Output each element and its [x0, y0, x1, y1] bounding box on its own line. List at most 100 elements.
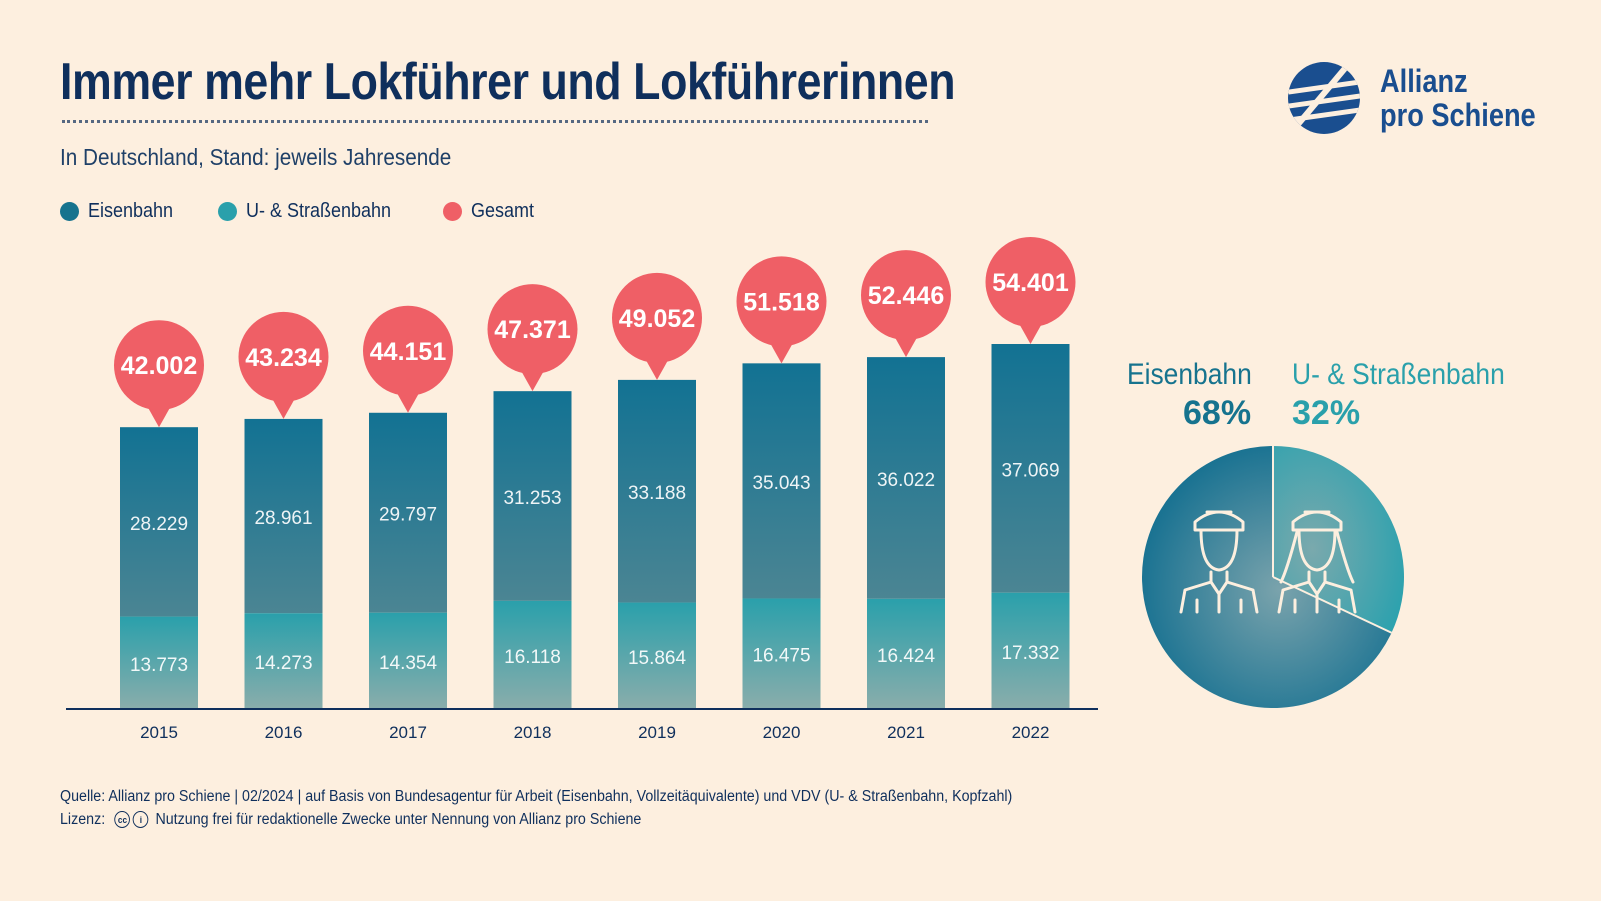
train-driver-male-icon: [1179, 510, 1259, 614]
total-bubble: 44.151: [363, 305, 453, 413]
total-bubble-circle: [612, 272, 702, 363]
bar-eisenbahn: [493, 391, 572, 601]
source-text: Quelle: Allianz pro Schiene | 02/2024 | …: [60, 788, 1013, 805]
legend-item-gesamt: Gesamt: [443, 200, 541, 223]
data-label-eisenbahn: 28.961: [254, 508, 312, 529]
x-tick-label: 2018: [514, 723, 552, 742]
total-label: 47.371: [494, 316, 571, 344]
bar-u-strassenbahn: [493, 600, 572, 709]
allianz-pro-schiene-logo-icon: [1288, 62, 1360, 134]
total-bubble-circle: [363, 305, 453, 396]
total-bubble-circle: [985, 237, 1076, 327]
page-title: Immer mehr Lokführer und Lokführerinnen: [60, 53, 956, 111]
legend-dot-icon: [60, 202, 79, 221]
bar-u-strassenbahn: [120, 616, 198, 709]
footer: Quelle: Allianz pro Schiene | 02/2024 | …: [60, 785, 1012, 831]
shoulder-left: [1179, 570, 1213, 614]
brand-logo: Allianz pro Schiene: [1288, 60, 1548, 140]
data-label-eisenbahn: 35.043: [752, 473, 810, 494]
bar-eisenbahn: [867, 357, 945, 599]
total-label: 44.151: [370, 338, 447, 366]
total-label: 54.401: [992, 269, 1069, 297]
legend-item-u-strassenbahn: U- & Straßenbahn: [218, 200, 407, 223]
total-bubble: 52.446: [861, 250, 951, 358]
x-tick-label: 2021: [887, 723, 925, 742]
train-driver-female-icon: [1277, 510, 1357, 614]
bars-layer: 28.229 13.773 2015 42.002 28.961 14.273 2016 43…: [114, 237, 1076, 742]
hair: [1335, 530, 1355, 584]
data-label-eisenbahn: 29.797: [379, 505, 437, 526]
data-label-u-strassenbahn: 16.424: [877, 646, 936, 667]
total-bubble-circle: [736, 256, 827, 347]
bar-u-strassenbahn: [867, 598, 945, 709]
pie-label-u-strassenbahn: U- & Straßenbahn: [1292, 358, 1505, 391]
data-label-u-strassenbahn: 14.273: [254, 653, 312, 674]
data-label-eisenbahn: 28.229: [130, 514, 188, 535]
uniform-lines: [1293, 598, 1341, 614]
total-bubble: 49.052: [612, 272, 702, 380]
collar: [1307, 580, 1327, 614]
total-bubble: 51.518: [736, 256, 827, 364]
pie-slice-eisenbahn: [1142, 446, 1392, 708]
x-tick-label: 2015: [140, 723, 178, 742]
total-bubble-circle: [238, 311, 329, 402]
cap: [1193, 510, 1245, 532]
x-tick-label: 2019: [638, 723, 676, 742]
title-divider: [62, 120, 928, 123]
bar-u-strassenbahn: [369, 612, 447, 709]
total-bubble: 54.401: [985, 237, 1076, 344]
data-label-u-strassenbahn: 14.354: [379, 653, 438, 674]
face: [1199, 528, 1239, 572]
data-label-u-strassenbahn: 16.118: [504, 647, 561, 668]
total-label: 51.518: [743, 288, 820, 316]
x-tick-label: 2020: [763, 723, 801, 742]
bar-eisenbahn: [991, 344, 1070, 593]
data-label-eisenbahn: 36.022: [877, 470, 935, 491]
data-label-u-strassenbahn: 16.475: [752, 646, 810, 667]
pie-label-eisenbahn: Eisenbahn: [1127, 358, 1252, 391]
x-tick-label: 2016: [265, 723, 303, 742]
logo-text: Allianz pro Schiene: [1380, 64, 1536, 132]
bar-eisenbahn: [120, 427, 198, 617]
total-bubble: 47.371: [487, 284, 578, 392]
hair: [1279, 530, 1299, 584]
page-subtitle: In Deutschland, Stand: jeweils Jahresend…: [60, 144, 452, 170]
total-label: 49.052: [619, 305, 695, 333]
bar-u-strassenbahn: [618, 602, 696, 709]
bar-eisenbahn: [618, 379, 696, 603]
pie-chart: [1142, 446, 1404, 708]
logo-line-2: pro Schiene: [1380, 97, 1536, 133]
legend-dot-icon: [218, 202, 237, 221]
data-label-u-strassenbahn: 17.332: [1001, 643, 1059, 664]
total-bubble-circle: [861, 250, 951, 341]
creative-commons-icon: cc: [114, 811, 131, 829]
legend-label: Eisenbahn: [88, 200, 174, 222]
legend-label: U- & Straßenbahn: [246, 200, 392, 222]
data-label-eisenbahn: 31.253: [503, 488, 561, 509]
shoulder-right: [1225, 570, 1259, 614]
license-text: Nutzung frei für redaktionelle Zwecke un…: [155, 811, 642, 828]
cap: [1291, 510, 1343, 532]
data-label-u-strassenbahn: 15.864: [628, 648, 687, 669]
x-tick-label: 2017: [389, 723, 427, 742]
pie-value-eisenbahn: 68%: [1183, 394, 1252, 432]
uniform-lines: [1195, 598, 1243, 614]
license-line: Lizenz: cc i Nutzung frei für redaktionel…: [60, 808, 1012, 831]
legend-label: Gesamt: [471, 200, 535, 222]
total-bubble: 43.234: [238, 311, 329, 419]
collar: [1209, 580, 1229, 614]
license-label: Lizenz:: [60, 811, 106, 828]
x-tick-label: 2022: [1012, 723, 1050, 742]
pie-value-u-strassenbahn: 32%: [1292, 394, 1361, 432]
legend-dot-icon: [443, 202, 462, 221]
total-label: 42.002: [121, 352, 197, 380]
data-label-eisenbahn: 33.188: [628, 483, 686, 504]
data-label-u-strassenbahn: 13.773: [130, 655, 188, 676]
total-bubble-circle: [114, 320, 204, 411]
total-bubble-circle: [487, 284, 578, 375]
shoulder-right: [1323, 570, 1357, 614]
bar-u-strassenbahn: [244, 613, 323, 709]
shoulder-left: [1277, 570, 1311, 614]
legend-item-eisenbahn: Eisenbahn: [60, 200, 183, 223]
